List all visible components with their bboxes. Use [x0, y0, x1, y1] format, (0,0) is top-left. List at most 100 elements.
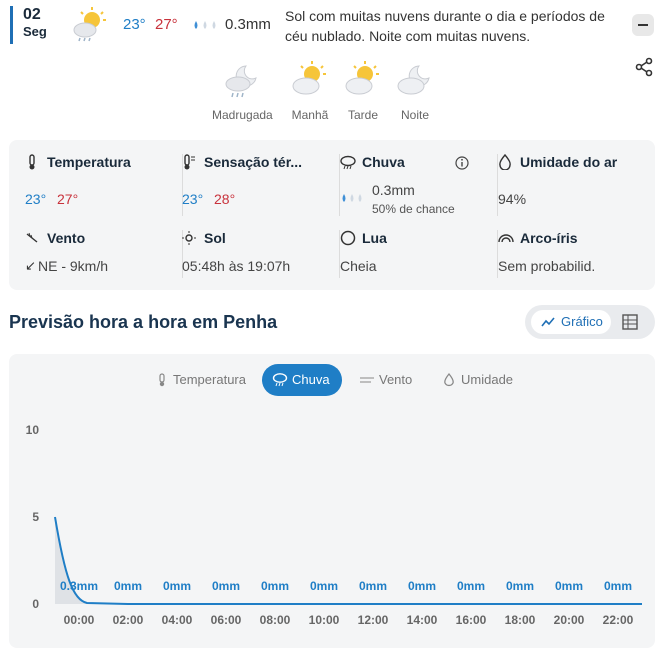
rain-chance: 50% de chance [372, 202, 455, 216]
view-toggle: Gráfico [525, 305, 655, 339]
chart-view-button[interactable]: Gráfico [531, 310, 611, 334]
date-block: 02 Seg [10, 6, 54, 44]
period-noite: Noite [385, 60, 445, 126]
x-tick-label: 16:00 [456, 613, 487, 627]
weekday: Seg [23, 24, 47, 39]
period-label: Madrugada [212, 108, 273, 122]
wind-icon [360, 377, 374, 383]
tab-temperatura[interactable]: Temperatura [153, 364, 246, 396]
x-tick-label: 04:00 [162, 613, 193, 627]
y-tick-label: 10 [26, 423, 40, 437]
detail-arco: Arco-íris Sem probabilid. [498, 216, 656, 276]
share-icon[interactable] [634, 57, 654, 77]
detail-title: Vento [47, 230, 86, 246]
divider [182, 154, 183, 216]
rain-drops-icon [342, 194, 362, 202]
period-label: Tarde [347, 108, 379, 122]
detail-title: Umidade do ar [520, 154, 618, 170]
x-tick-label: 10:00 [309, 613, 340, 627]
y-tick-label: 0 [32, 597, 39, 611]
feels-max: 28° [214, 191, 236, 207]
detail-temperatura: Temperatura 23° 27° [25, 140, 183, 216]
temp-max: 27° [155, 16, 178, 33]
detail-chuva: Chuva 0.3mm 50% de chance [340, 140, 498, 216]
data-label: 0mm [212, 579, 240, 593]
x-tick-label: 12:00 [358, 613, 389, 627]
cloud-moon-rain-icon [225, 65, 257, 98]
sun-cloud-icon [345, 61, 379, 95]
divider [339, 154, 340, 216]
date-number: 02 [23, 6, 41, 23]
humidity-value: 94% [498, 191, 527, 207]
divider [182, 230, 183, 278]
divider [339, 230, 340, 278]
detail-title: Sensação tér... [204, 154, 303, 170]
data-label: 0mm [163, 579, 191, 593]
period-label: Manhã [291, 108, 329, 122]
day-description: Sol com muitas nuvens durante o dia e pe… [285, 8, 605, 44]
detail-vento: Vento ↙ NE - 9km/h [25, 216, 183, 278]
wind-direction-icon: ↙ [25, 258, 36, 273]
detail-sensacao: Sensação tér... 23° 28° [182, 140, 340, 216]
detail-lua: Lua Cheia [340, 216, 498, 278]
data-label: 0mm [408, 579, 436, 593]
rain-area [55, 517, 642, 604]
temp-min: 23° [25, 191, 47, 207]
data-label: 0mm [457, 579, 485, 593]
data-label: 0mm [506, 579, 534, 593]
hourly-chart-card: Temperatura Chuva Vento Umidade 0 5 10 0.3m… [9, 354, 655, 648]
thermometer-icon [159, 373, 165, 387]
x-tick-label: 02:00 [113, 613, 144, 627]
x-tick-label: 22:00 [603, 613, 634, 627]
moon-icon [340, 230, 356, 246]
cloud-rain-icon [340, 155, 356, 170]
wind-value: NE - 9km/h [38, 258, 109, 274]
info-icon[interactable] [455, 156, 469, 170]
humidity-icon [444, 373, 454, 387]
divider [497, 230, 498, 278]
x-tick-label: 18:00 [505, 613, 536, 627]
x-tick-label: 08:00 [260, 613, 291, 627]
tab-label: Temperatura [173, 372, 246, 387]
hourly-section-title: Previsão hora a hora em Penha [9, 312, 278, 332]
tab-vento[interactable]: Vento [359, 364, 412, 396]
temp-min: 23° [123, 16, 146, 33]
data-label: 0mm [261, 579, 289, 593]
detail-title: Arco-íris [520, 230, 578, 246]
detail-title: Lua [362, 230, 387, 246]
rain-drops-icon [194, 21, 216, 29]
x-tick-label: 20:00 [554, 613, 585, 627]
data-label: 0.3mm [60, 579, 98, 593]
feels-like-icon [184, 154, 195, 170]
day-details-card: Temperatura 23° 27° Sensação tér... 23° … [9, 140, 655, 290]
period-label: Noite [400, 108, 429, 122]
data-label: 0mm [310, 579, 338, 593]
table-view-icon[interactable] [621, 313, 639, 331]
tab-label: Chuva [292, 372, 330, 387]
period-madrugada: Madrugada [212, 60, 273, 126]
chart-view-label: Gráfico [561, 314, 603, 329]
day-periods: Madrugada Manhã Tarde Noite [200, 60, 450, 126]
period-tarde: Tarde [333, 60, 393, 126]
thermometer-icon [29, 154, 35, 170]
rainbow-icon [498, 234, 514, 243]
sun-icon [182, 231, 196, 245]
rain-amount: 0.3mm [372, 182, 415, 198]
x-tick-label: 00:00 [64, 613, 95, 627]
tab-label: Vento [379, 372, 413, 387]
rain-chart: 0 5 10 0.3mm 0mm 0mm 0mm 0mm 0mm 0mm 0mm 0mm 0mm 0mm 0… [26, 423, 642, 627]
sun-value: 05:48h às 19:07h [182, 258, 291, 274]
tab-chuva[interactable]: Chuva [262, 364, 342, 396]
y-tick-label: 5 [32, 510, 39, 524]
detail-title: Sol [204, 230, 226, 246]
collapse-button[interactable] [632, 14, 654, 36]
feels-min: 23° [182, 191, 204, 207]
data-label: 0mm [555, 579, 583, 593]
data-label: 0mm [604, 579, 632, 593]
sun-cloud-rain-icon [73, 7, 106, 42]
trend-icon [541, 317, 555, 327]
day-header[interactable]: 02 Seg 23° 27° 0.3mm Sol com muitas nuve… [0, 0, 662, 77]
tab-umidade[interactable]: Umidade [441, 364, 513, 396]
rain-line [54, 516, 642, 605]
x-tick-label: 06:00 [211, 613, 242, 627]
